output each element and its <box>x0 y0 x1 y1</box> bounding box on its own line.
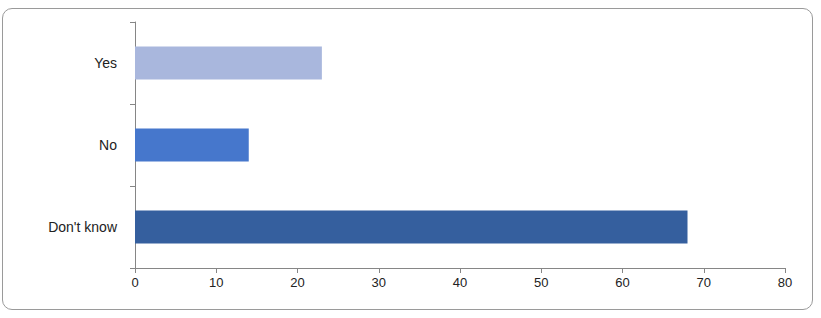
svg-text:Don't know: Don't know <box>48 219 118 235</box>
svg-text:80: 80 <box>778 275 792 290</box>
svg-text:60: 60 <box>615 275 629 290</box>
svg-text:10: 10 <box>209 275 223 290</box>
svg-text:0: 0 <box>131 275 138 290</box>
svg-text:20: 20 <box>290 275 304 290</box>
svg-text:40: 40 <box>453 275 467 290</box>
svg-text:50: 50 <box>534 275 548 290</box>
svg-text:No: No <box>99 137 117 153</box>
svg-text:Yes: Yes <box>94 55 117 71</box>
svg-text:30: 30 <box>372 275 386 290</box>
svg-text:70: 70 <box>697 275 711 290</box>
